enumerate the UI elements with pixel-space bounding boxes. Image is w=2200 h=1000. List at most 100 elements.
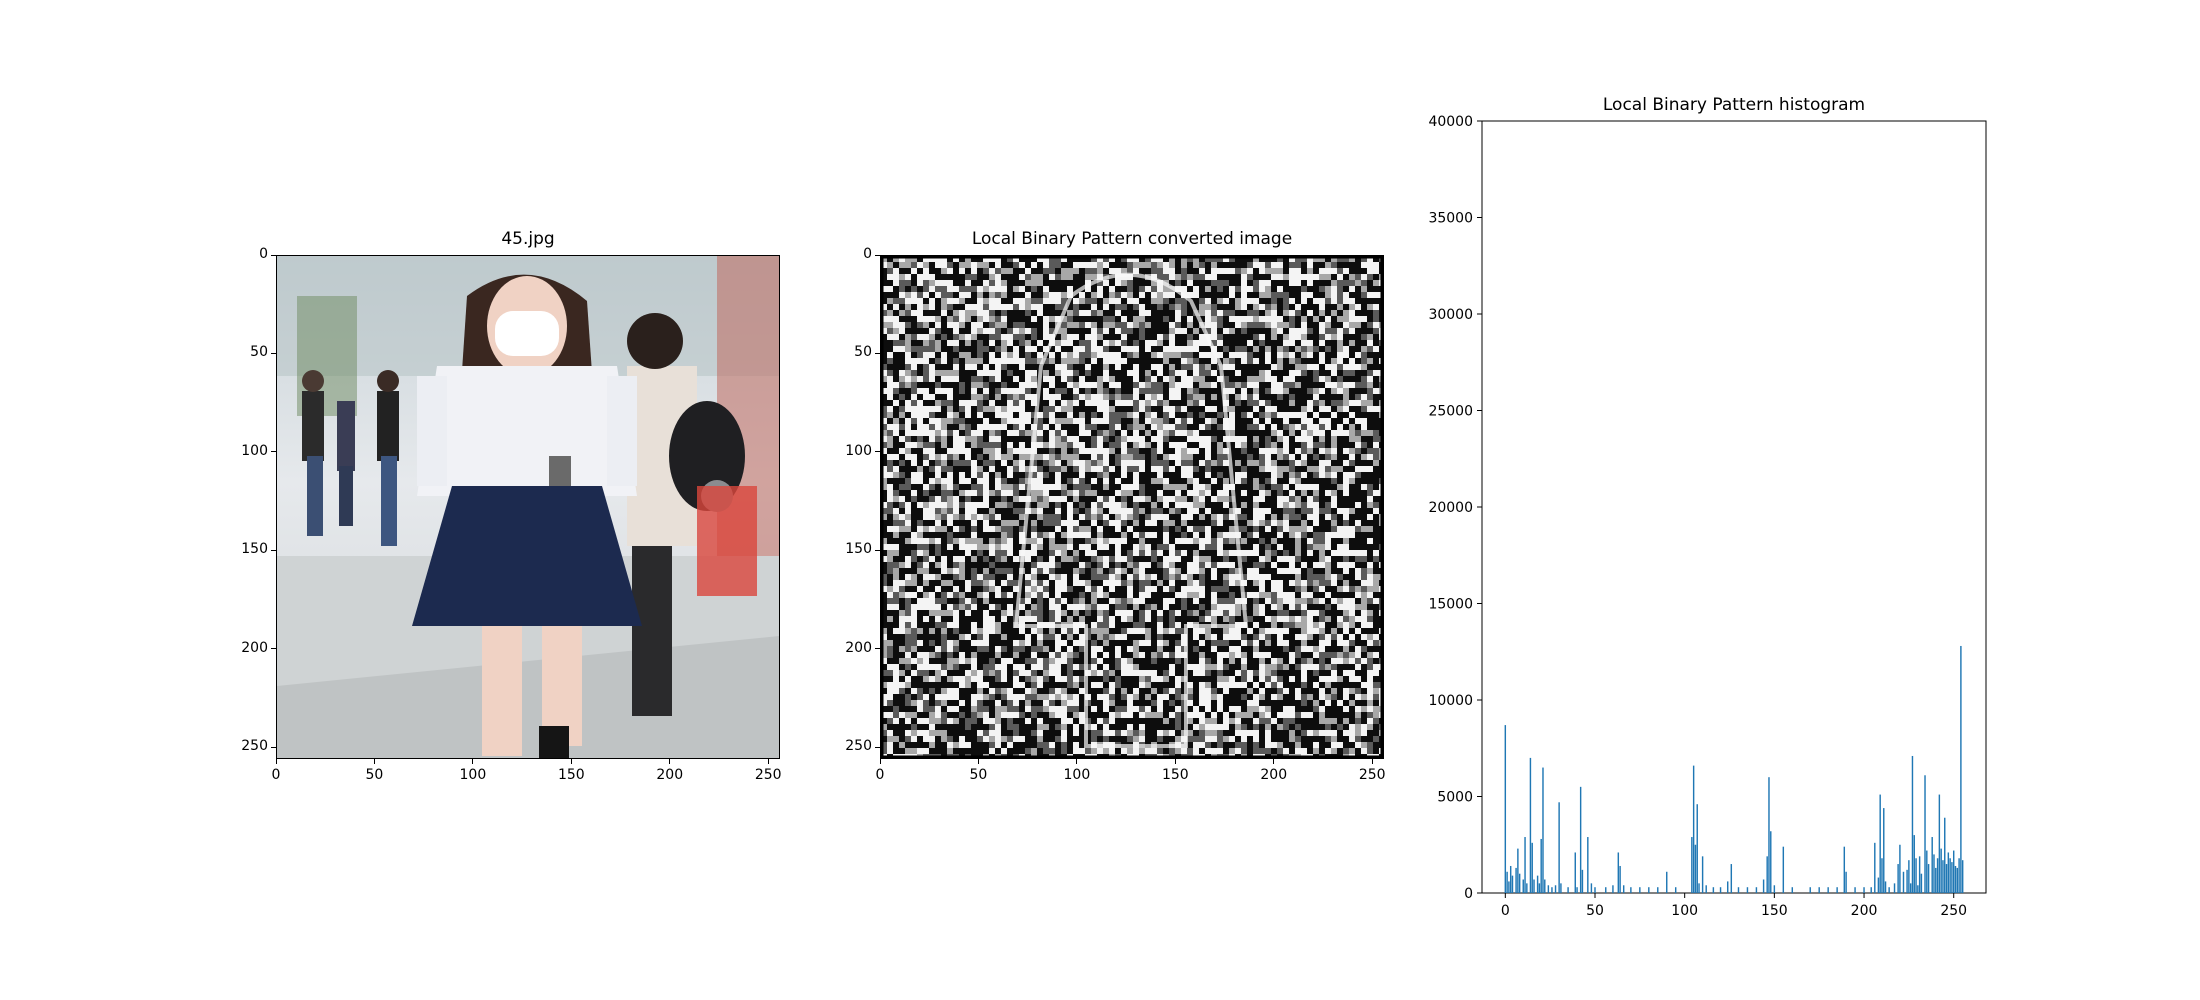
photo-y-tick-mark [271,648,276,650]
histogram-bar [1936,858,1939,893]
histogram-bar [1942,860,1944,893]
histogram-x-tick-label: 250 [1940,903,1967,919]
histogram-bar [1935,867,1937,893]
histogram-bar [1524,837,1526,893]
histogram-bar [1511,875,1514,893]
lbp-y-tick-label: 50 [854,344,872,361]
histogram-bar [1918,856,1921,893]
histogram-bar [1884,881,1887,893]
histogram-bar [1947,852,1950,893]
histogram-x-tick-label: 200 [1851,903,1878,919]
histogram-bar [1533,879,1535,893]
histogram-bar [1547,885,1550,893]
histogram-bar [1952,850,1955,893]
photo-image [277,256,779,758]
photo-y-tick-label: 200 [241,639,268,656]
lbp-y-tick-mark [875,746,880,748]
lbp-y-tick-mark [875,451,880,453]
histogram-bar [1622,885,1625,893]
photo-y-tick-mark [271,746,276,748]
photo-y-tick-label: 100 [241,442,268,459]
lbp-x-tick-mark [879,759,881,764]
lbp-y-tick-label: 200 [845,639,872,656]
histogram-bar [1587,837,1589,893]
histogram-bar [1730,864,1733,893]
histogram-bar [1696,804,1698,893]
histogram-bar [1958,858,1960,893]
lbp-x-tick-label: 100 [1063,767,1091,783]
histogram-bar [1874,842,1876,893]
histogram-bar [1902,871,1905,893]
histogram-bar [1791,887,1794,893]
histogram-bar [1544,879,1546,893]
photo-x-tick-mark [373,759,375,764]
lbp-y-tick-label: 250 [845,738,872,755]
histogram-bar [1605,887,1607,893]
histogram-bar [1956,867,1959,893]
photo-y-tick-mark [271,451,276,453]
histogram-bar [1694,844,1697,893]
lbp-y-tick-label: 100 [845,442,872,459]
histogram-bar [1581,869,1584,893]
histogram-bar [1666,871,1668,893]
photo-x-tick-label: 150 [557,767,585,783]
lbp-y-tick-mark [875,549,880,551]
photo-y-tick-mark [271,352,276,354]
histogram-bar [1719,887,1722,893]
histogram-bar [1863,887,1865,893]
lbp-panel-title: Local Binary Pattern converted image [971,229,1293,249]
photo-y-tick-mark [271,549,276,551]
histogram-bar [1630,887,1632,893]
photo-y-tick-label: 250 [241,738,268,755]
histogram-bar [1612,885,1614,893]
histogram-bar [1506,871,1508,893]
histogram-bar [1574,852,1576,893]
histogram-bar [1818,887,1820,893]
histogram-bar [1913,835,1915,893]
histogram-bar [1542,767,1544,893]
histogram-bar [1906,869,1908,893]
histogram-bar [1883,808,1885,893]
histogram-x-tick-label: 0 [1501,903,1510,919]
histogram-title: Local Binary Pattern histogram [1602,95,1866,115]
lbp-x-tick-mark [1273,759,1275,764]
lbp-x-tick-mark [1174,759,1176,764]
histogram-bar [1504,725,1507,893]
histogram-y-tick-label: 40000 [1428,114,1473,130]
histogram-bar [1888,887,1890,893]
histogram-bar [1854,887,1856,893]
histogram-bar [1579,786,1582,893]
histogram-bar [1746,887,1749,893]
histogram-y-tick-label: 25000 [1428,404,1473,420]
histogram-bar [1899,844,1901,893]
histogram-y-tick-label: 15000 [1428,597,1473,613]
histogram-bar [1567,887,1569,893]
lbp-x-tick-mark [1076,759,1078,764]
photo-x-tick-mark [275,759,277,764]
histogram-bar [1531,842,1533,893]
histogram-bar [1551,887,1553,893]
histogram-x-tick-label: 100 [1671,903,1698,919]
histogram-bar [1766,856,1768,893]
histogram-bar [1540,838,1542,893]
histogram-bar [1657,887,1659,893]
photo-x-tick-label: 200 [656,767,684,783]
histogram-y-tick-label: 0 [1464,886,1473,902]
histogram-bar [1558,802,1560,893]
photo-x-tick-mark [570,759,572,764]
histogram-bar [1691,837,1693,893]
histogram-y-tick-label: 30000 [1428,307,1473,323]
photo-image-frame [276,255,780,759]
histogram-bar [1701,856,1704,893]
lbp-x-tick-label: 150 [1161,767,1189,783]
lbp-y-tick-mark [875,254,880,256]
lbp-x-tick-label: 250 [1358,767,1386,783]
photo-x-tick-label: 50 [365,767,384,783]
histogram-bar [1897,864,1899,893]
histogram-bar [1944,817,1946,893]
histogram-bar [1648,887,1650,893]
histogram-bar [1755,887,1758,893]
histogram-bar [1509,865,1512,893]
lbp-x-tick-mark [977,759,979,764]
lbp-image-frame [880,255,1384,759]
